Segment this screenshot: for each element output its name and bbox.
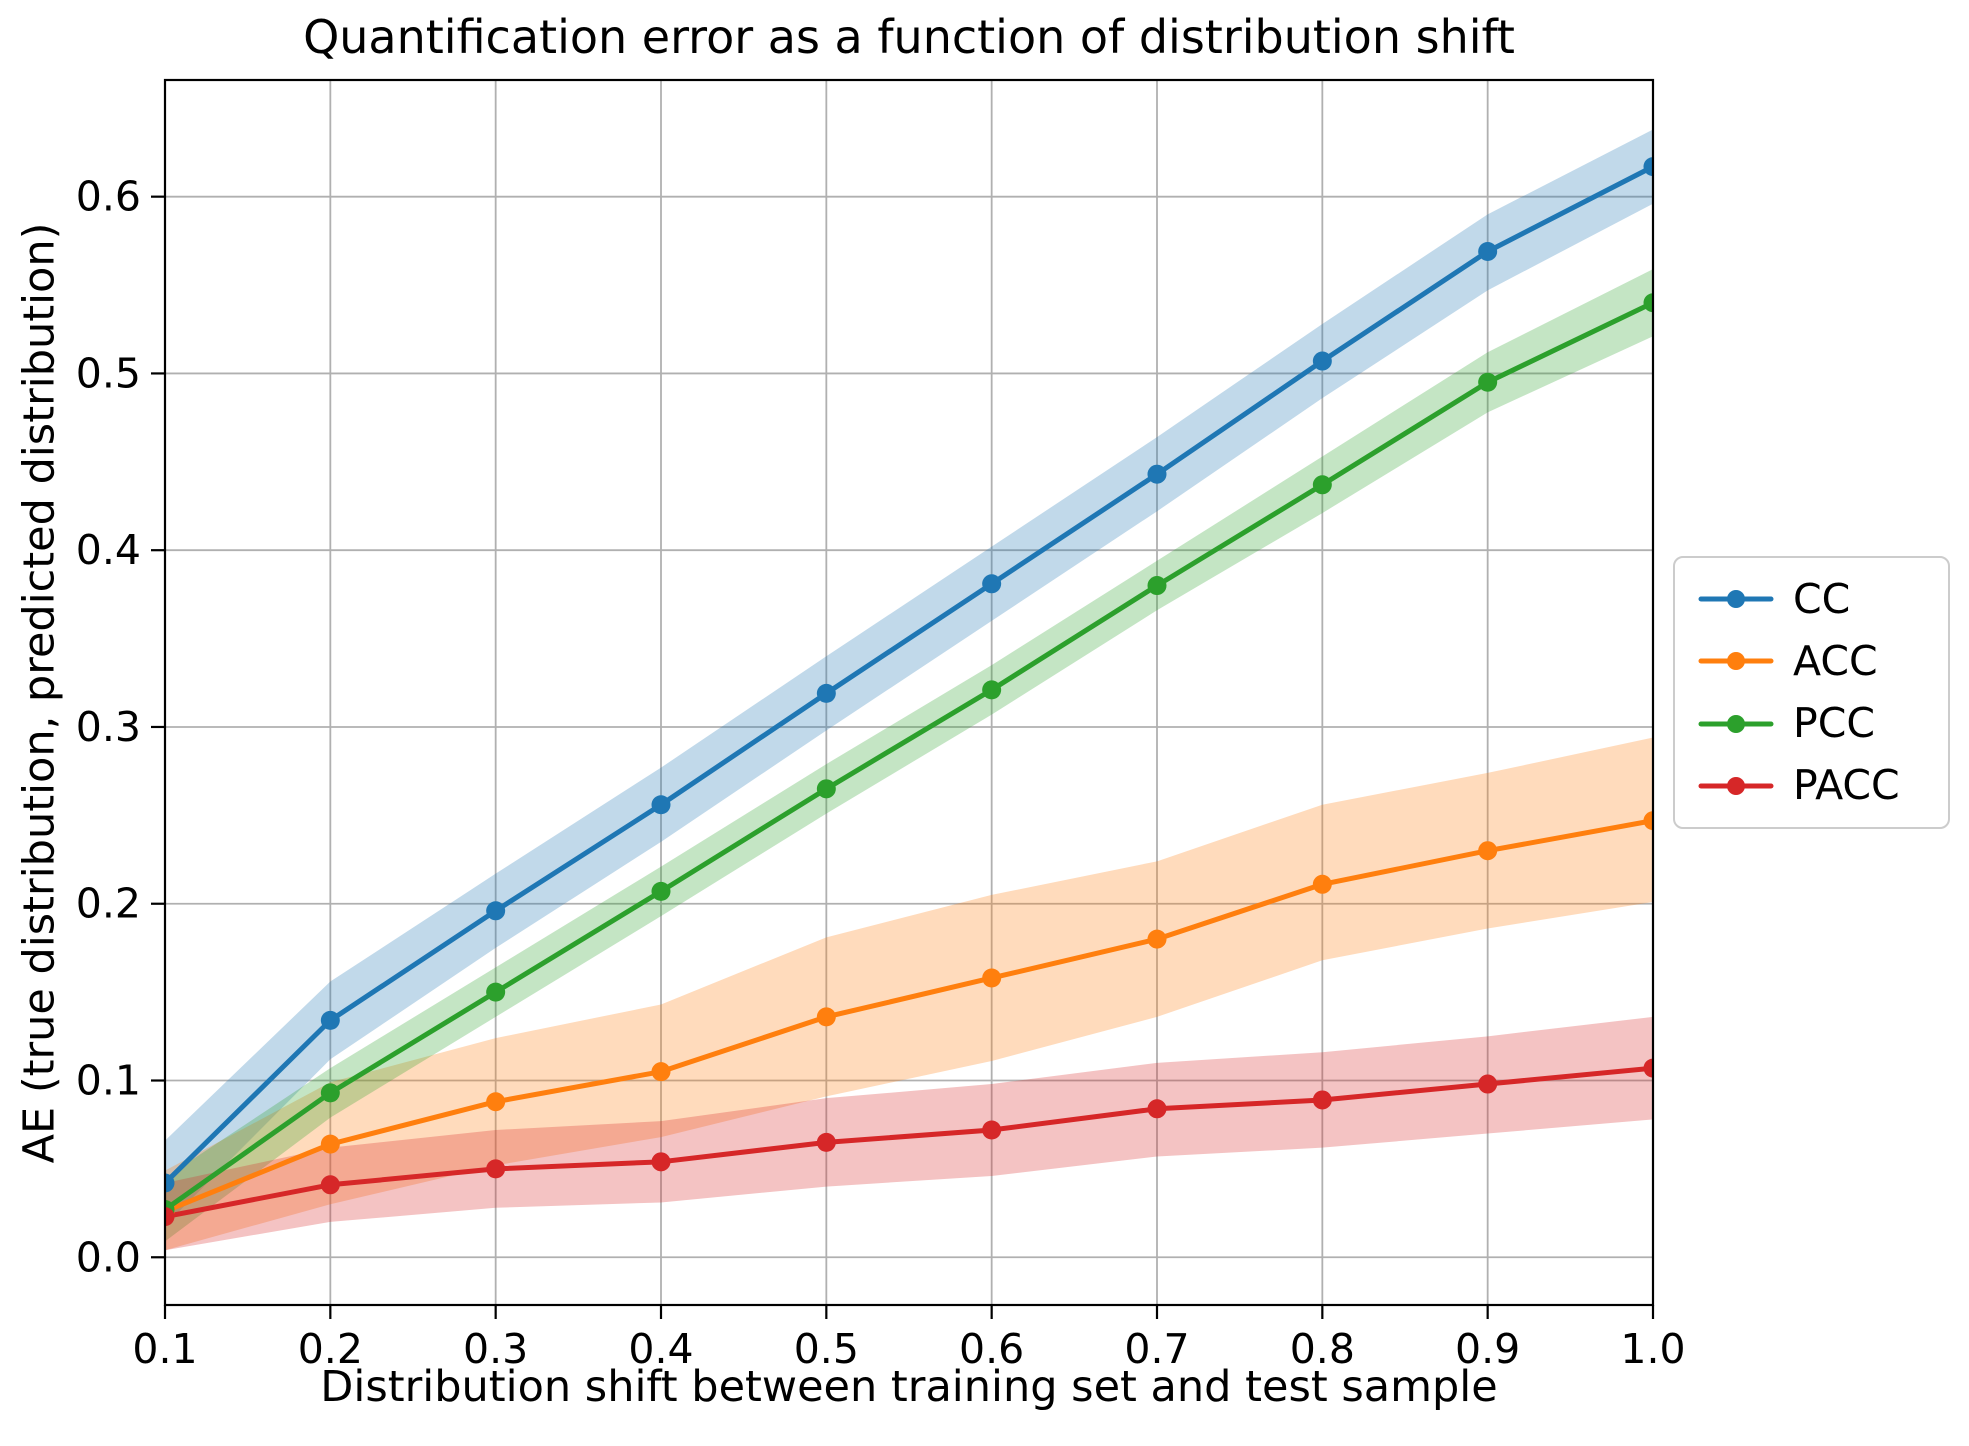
marker-acc-0.6 (982, 968, 1002, 988)
legend-label-acc: ACC (1793, 636, 1878, 685)
legend-label-pcc: PCC (1793, 699, 1875, 748)
marker-cc-0.3 (486, 901, 506, 921)
band-pacc (165, 1016, 1653, 1251)
marker-acc-0.9 (1478, 841, 1498, 861)
x-tick-label-0.9: 0.9 (1455, 1325, 1520, 1373)
legend-label-pacc: PACC (1793, 761, 1900, 810)
y-tick-label-0.6: 0.6 (76, 173, 141, 221)
x-tick-label-1.0: 1.0 (1620, 1325, 1685, 1373)
x-tick-label-0.8: 0.8 (1290, 1325, 1355, 1373)
band-cc (165, 129, 1653, 1226)
legend-item-pacc: PACC (1675, 765, 1948, 806)
marker-pacc-0.7 (1147, 1099, 1167, 1119)
legend-swatch-acc (1698, 652, 1774, 671)
legend-swatch-pacc (1698, 776, 1774, 795)
marker-pcc-0.5 (816, 779, 836, 799)
marker-pcc-1.0 (1643, 293, 1653, 313)
marker-acc-0.4 (651, 1062, 671, 1082)
marker-pacc-0.9 (1478, 1074, 1498, 1094)
marker-cc-0.4 (651, 795, 671, 815)
y-tick-label-0.3: 0.3 (76, 703, 141, 751)
marker-cc-0.1 (165, 1173, 175, 1193)
x-tick-label-0.4: 0.4 (628, 1325, 693, 1373)
x-tick-label-0.2: 0.2 (298, 1325, 363, 1373)
marker-cc-1.0 (1643, 157, 1653, 177)
x-tick-label-0.6: 0.6 (959, 1325, 1024, 1373)
marker-cc-0.2 (320, 1010, 340, 1030)
y-tick-label-0.0: 0.0 (76, 1233, 141, 1281)
marker-cc-0.9 (1478, 241, 1498, 261)
legend-item-acc: ACC (1675, 636, 1948, 685)
marker-pacc-0.8 (1312, 1090, 1332, 1110)
line-pacc (165, 1065, 1653, 1220)
y-tick-label-0.2: 0.2 (76, 880, 141, 928)
x-tick-label-0.5: 0.5 (794, 1325, 859, 1373)
line-cc (165, 164, 1653, 1186)
legend-item-pcc: PCC (1675, 703, 1948, 744)
line-acc (165, 818, 1653, 1214)
marker-acc-0.8 (1312, 874, 1332, 894)
marker-pcc-0.9 (1478, 372, 1498, 392)
marker-pacc-0.6 (982, 1120, 1002, 1140)
marker-pcc-0.3 (486, 982, 506, 1002)
marker-cc-0.5 (816, 683, 836, 703)
y-tick-label-0.1: 0.1 (76, 1057, 141, 1105)
chart-title: Quantification error as a function of di… (303, 10, 1515, 64)
legend-label-cc: CC (1793, 574, 1851, 623)
y-tick-label-0.5: 0.5 (76, 349, 141, 397)
legend-swatch-pcc (1698, 714, 1774, 733)
legend-swatch-cc (1698, 590, 1774, 609)
y-tick-label-0.4: 0.4 (76, 526, 141, 574)
x-tick-label-0.1: 0.1 (132, 1325, 197, 1373)
marker-acc-0.5 (816, 1007, 836, 1027)
marker-acc-0.7 (1147, 929, 1167, 949)
marker-pacc-0.2 (320, 1175, 340, 1195)
y-axis-label: AE (true distribution, predicted distrib… (14, 222, 65, 1164)
x-tick-label-0.7: 0.7 (1124, 1325, 1189, 1373)
marker-cc-0.6 (982, 574, 1002, 594)
marker-pcc-0.6 (982, 680, 1002, 700)
marker-pacc-0.5 (816, 1132, 836, 1152)
marker-pcc-0.7 (1147, 576, 1167, 596)
marker-acc-0.2 (320, 1134, 340, 1154)
marker-cc-0.7 (1147, 464, 1167, 484)
marker-acc-1.0 (1643, 811, 1653, 831)
x-axis-label: Distribution shift between training set … (320, 1362, 1498, 1412)
x-tick-label-0.3: 0.3 (463, 1325, 528, 1373)
marker-pacc-0.3 (486, 1159, 506, 1179)
marker-cc-0.8 (1312, 351, 1332, 371)
legend: CC ACC PCC PACC (1673, 556, 1950, 829)
legend-item-cc: CC (1675, 574, 1948, 623)
marker-pacc-1.0 (1643, 1058, 1653, 1078)
band-acc (165, 737, 1653, 1251)
line-pcc (165, 300, 1653, 1213)
marker-pcc-0.2 (320, 1083, 340, 1103)
marker-pacc-0.1 (165, 1207, 175, 1227)
marker-pacc-0.4 (651, 1152, 671, 1172)
plot-border (163, 78, 1655, 1307)
marker-pcc-0.4 (651, 881, 671, 901)
marker-pcc-0.8 (1312, 475, 1332, 495)
marker-acc-0.3 (486, 1092, 506, 1112)
